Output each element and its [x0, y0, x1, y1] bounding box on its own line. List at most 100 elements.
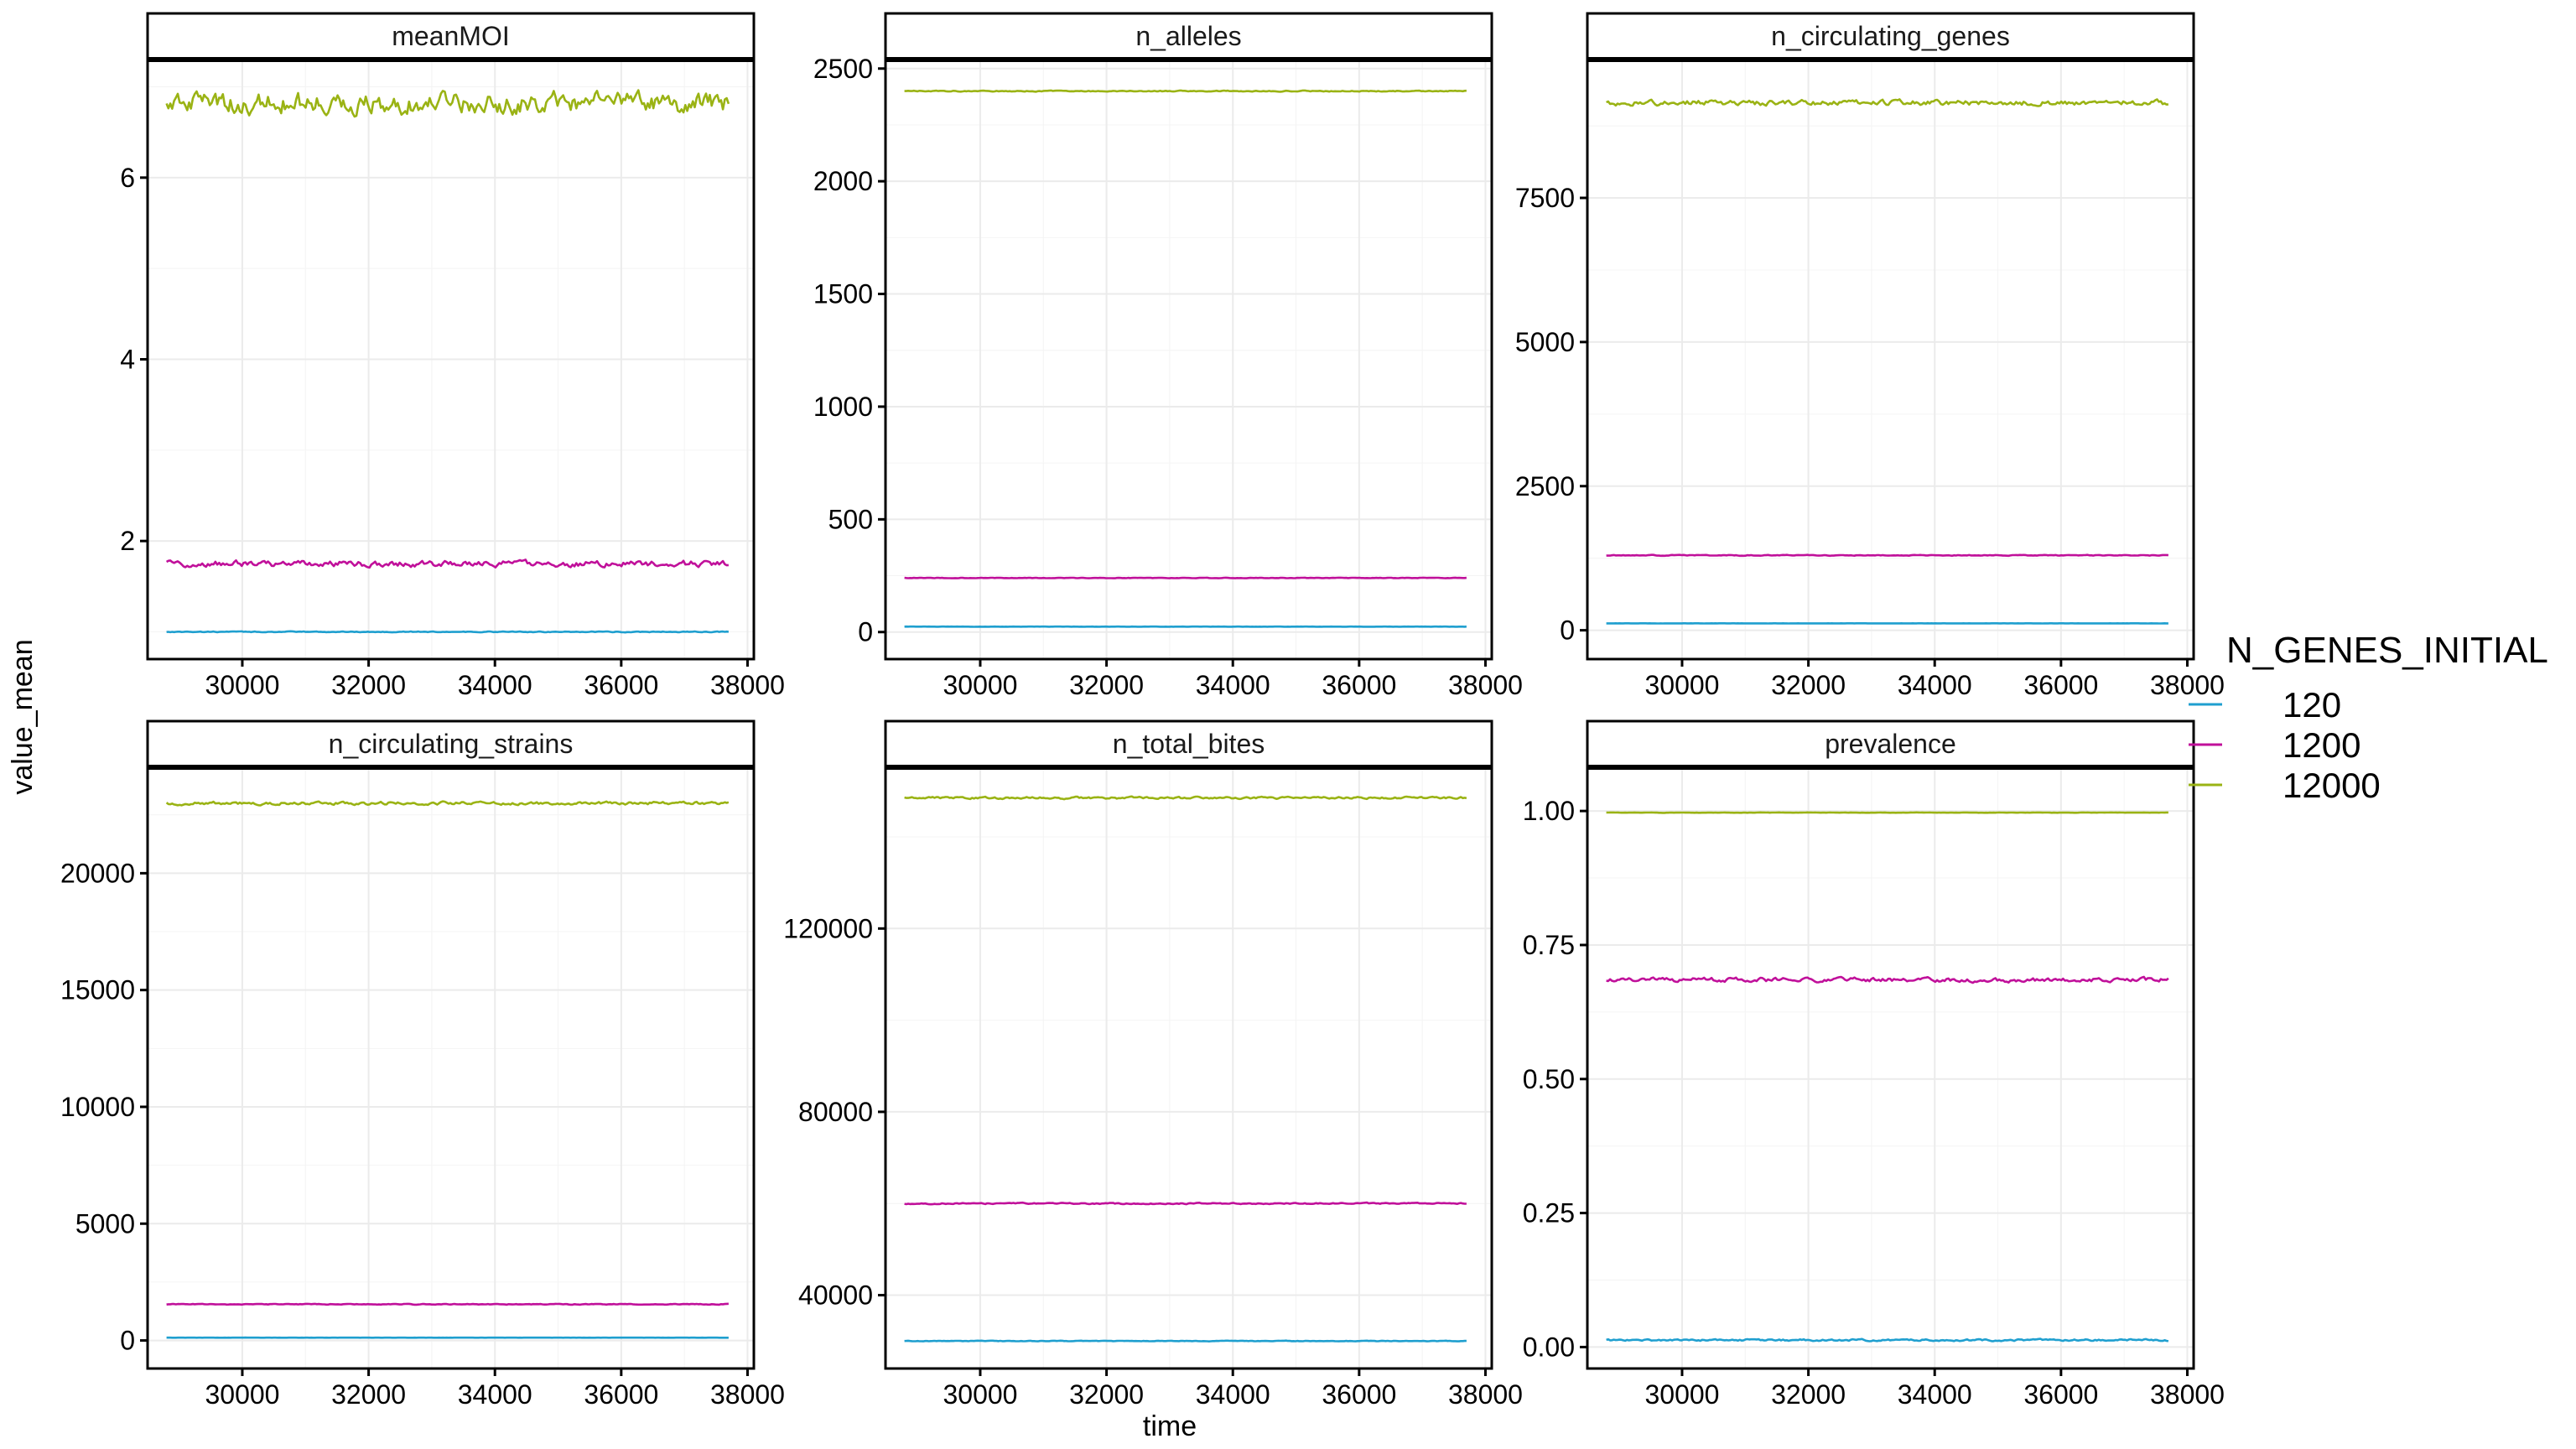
- series-line-1200: [1606, 553, 2169, 558]
- y-tick-label: 5000: [1515, 327, 1575, 357]
- series-line-120: [166, 630, 730, 634]
- series-line-1200: [1606, 975, 2169, 984]
- panel-n-alleles: n_alleles 30000 32000 34000 36000 38000 0 500 10…: [813, 12, 1523, 700]
- x-tick-label: 32000: [1069, 1379, 1144, 1410]
- panel-n-circulating-genes: n_circulating_genes 30000 32000 34000 36000 3…: [1515, 12, 2225, 700]
- y-tick-label: 0: [858, 617, 873, 647]
- x-tick-label: 36000: [1322, 1379, 1396, 1410]
- series-line-1200: [904, 576, 1467, 579]
- x-tick-label: 38000: [710, 1379, 785, 1410]
- panel-border: [884, 58, 1493, 661]
- x-tick-label: 38000: [2150, 670, 2225, 700]
- series-line-12000: [904, 795, 1467, 801]
- x-tick-label: 38000: [710, 670, 785, 700]
- strip-background: [1586, 12, 2195, 61]
- series-line-1200: [904, 1201, 1467, 1206]
- panel-n-circulating-strains: n_circulating_strains 30000 32000 34000 3600…: [60, 719, 785, 1410]
- x-tick-label: 38000: [1448, 1379, 1523, 1410]
- y-tick-label: 1.00: [1523, 796, 1575, 826]
- y-tick-label: 10000: [60, 1092, 135, 1122]
- x-tick-label: 30000: [943, 1379, 1017, 1410]
- x-tick-label: 36000: [584, 1379, 658, 1410]
- panel-border: [1586, 766, 2195, 1370]
- y-tick-label: 7500: [1515, 183, 1575, 213]
- panel-n-total-bites: n_total_bites 30000 32000 34000 36000 38000 40…: [783, 719, 1523, 1410]
- x-tick-label: 38000: [2150, 1379, 2225, 1410]
- y-tick-label: 2: [120, 526, 135, 556]
- x-tick-label: 30000: [205, 670, 279, 700]
- y-tick-label: 40000: [798, 1280, 873, 1311]
- strip-title: n_total_bites: [1113, 729, 1265, 759]
- series-line-12000: [165, 89, 730, 118]
- strip-title: n_circulating_strains: [329, 729, 574, 759]
- x-tick-label: 30000: [205, 1379, 279, 1410]
- y-tick-label: 5000: [75, 1208, 135, 1239]
- y-tick-label: 80000: [798, 1097, 873, 1127]
- y-tick-label: 500: [828, 504, 873, 534]
- x-tick-label: 34000: [1898, 670, 1972, 700]
- x-tick-label: 32000: [1771, 670, 1846, 700]
- y-tick-label: 2500: [813, 54, 873, 84]
- y-tick-label: 0.25: [1523, 1198, 1575, 1228]
- panel-border: [1586, 58, 2195, 661]
- panel-border: [884, 766, 1493, 1370]
- panel-prevalence: prevalence 30000 32000 34000 36000 38000 0.00 0…: [1523, 719, 2225, 1410]
- x-tick-label: 34000: [1196, 670, 1270, 700]
- strip-title: n_circulating_genes: [1771, 21, 2010, 51]
- legend-title: N_GENES_INITIAL: [2226, 630, 2548, 671]
- strip-background: [146, 719, 756, 769]
- legend: N_GENES_INITIAL 120 1200 12000: [2189, 630, 2548, 805]
- panel-border: [146, 766, 756, 1370]
- x-tick-label: 36000: [2023, 1379, 2098, 1410]
- strip-title: prevalence: [1825, 729, 1956, 759]
- x-tick-label: 36000: [2023, 670, 2098, 700]
- y-tick-label: 4: [120, 345, 135, 375]
- x-tick-label: 30000: [1644, 1379, 1719, 1410]
- panel-meanmoi: meanMOI 30000 32000 34000 36000 38000 2 4 6: [120, 12, 785, 700]
- x-tick-label: 32000: [1771, 1379, 1846, 1410]
- series-line-12000: [165, 800, 730, 807]
- panels: meanMOI 30000 32000 34000 36000 38000 2 4 6 n_all…: [60, 12, 2225, 1410]
- y-tick-label: 15000: [60, 975, 135, 1005]
- y-tick-label: 0.00: [1523, 1332, 1575, 1362]
- x-tick-label: 32000: [331, 670, 406, 700]
- strip-title: n_alleles: [1135, 21, 1241, 51]
- series-line-1200: [165, 558, 730, 569]
- series-line-12000: [1606, 98, 2168, 107]
- x-tick-label: 30000: [1644, 670, 1719, 700]
- y-tick-label: 6: [120, 163, 135, 193]
- y-tick-label: 2000: [813, 166, 873, 196]
- x-tick-label: 32000: [331, 1379, 406, 1410]
- x-tick-label: 38000: [1448, 670, 1523, 700]
- y-tick-label: 20000: [60, 858, 135, 888]
- series-line-1200: [166, 1302, 729, 1306]
- y-tick-label: 0.50: [1523, 1064, 1575, 1094]
- y-tick-label: 0.75: [1523, 930, 1575, 960]
- series-line-120: [904, 1339, 1467, 1343]
- strip-title: meanMOI: [392, 21, 509, 51]
- y-tick-label: 0: [1560, 615, 1575, 646]
- x-tick-label: 32000: [1069, 670, 1144, 700]
- strip-background: [884, 719, 1493, 769]
- x-tick-label: 36000: [584, 670, 658, 700]
- strip-background: [884, 12, 1493, 61]
- y-tick-label: 0: [120, 1326, 135, 1356]
- y-tick-label: 1000: [813, 392, 873, 422]
- x-tick-label: 34000: [458, 1379, 532, 1410]
- y-tick-label: 120000: [783, 913, 873, 943]
- series-line-120: [1606, 1337, 2169, 1343]
- legend-label-12000: 12000: [2283, 766, 2381, 805]
- x-tick-label: 34000: [1196, 1379, 1270, 1410]
- y-axis-title: value_mean: [7, 639, 39, 794]
- x-tick-label: 34000: [458, 670, 532, 700]
- x-axis-title: time: [1143, 1410, 1197, 1442]
- series-line-12000: [904, 89, 1467, 93]
- y-tick-label: 1500: [813, 279, 873, 309]
- x-tick-label: 36000: [1322, 670, 1396, 700]
- legend-label-1200: 1200: [2283, 725, 2360, 765]
- x-tick-label: 34000: [1898, 1379, 1972, 1410]
- y-tick-label: 2500: [1515, 471, 1575, 501]
- legend-label-120: 120: [2283, 685, 2341, 724]
- x-tick-label: 30000: [943, 670, 1017, 700]
